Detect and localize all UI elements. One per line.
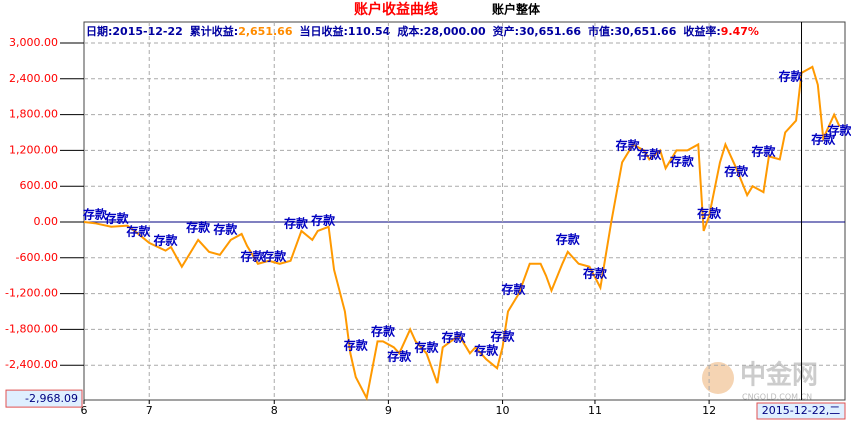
annotation: 存款 bbox=[343, 338, 369, 353]
info-label: 成本: bbox=[397, 24, 423, 38]
annotation: 存款 bbox=[104, 211, 130, 226]
annotation: 存款 bbox=[490, 328, 516, 343]
info-value: 30,651.66 bbox=[614, 25, 676, 38]
annotation: 存款 bbox=[778, 69, 804, 84]
annotation: 存款 bbox=[82, 207, 108, 222]
annotation: 存款 bbox=[723, 164, 749, 179]
info-label: 市值: bbox=[588, 24, 614, 38]
cursor-x-label: 2015-12-22,二 bbox=[762, 404, 840, 417]
annotation: 存款 bbox=[582, 266, 608, 281]
annotation: 存款 bbox=[441, 330, 467, 345]
watermark-name: 中金网 bbox=[740, 360, 818, 391]
y-tick-label: 0.00 bbox=[34, 215, 59, 228]
info-label: 当日收益: bbox=[299, 24, 347, 38]
annotation: 存款 bbox=[636, 147, 662, 162]
chart-title: 账户收益曲线 bbox=[354, 1, 438, 18]
annotation: 存款 bbox=[827, 123, 851, 138]
annotation: 存款 bbox=[810, 132, 836, 147]
annotation: 存款 bbox=[615, 137, 641, 152]
info-value: 2015-12-22 bbox=[112, 25, 182, 38]
annotation: 存款 bbox=[212, 222, 238, 237]
y-tick-label: -600.00 bbox=[16, 251, 58, 264]
x-tick-label: 9 bbox=[385, 404, 392, 417]
chart-subtitle: 账户整体 bbox=[492, 2, 541, 17]
annotation: 存款 bbox=[750, 144, 776, 159]
annotation: 存款 bbox=[185, 219, 211, 234]
info-label: 收益率: bbox=[683, 24, 720, 38]
info-label: 资产: bbox=[493, 24, 519, 38]
x-tick-label: 10 bbox=[496, 404, 510, 417]
annotation: 存款 bbox=[125, 224, 151, 239]
watermark-url: CNGOLD.COM.CN bbox=[742, 393, 812, 402]
info-value: 9.47% bbox=[721, 25, 759, 38]
annotation: 存款 bbox=[239, 249, 265, 264]
x-tick-label: 7 bbox=[146, 404, 153, 417]
annotation: 存款 bbox=[370, 324, 396, 339]
annotation: 存款 bbox=[500, 282, 526, 297]
info-label: 累计收益: bbox=[190, 24, 238, 38]
y-tick-label: -1,800.00 bbox=[5, 322, 58, 335]
cursor-y-box bbox=[5, 389, 83, 408]
x-tick-label: 6 bbox=[81, 404, 88, 417]
annotation: 存款 bbox=[310, 212, 336, 227]
x-tick-label: 12 bbox=[702, 404, 716, 417]
info-value: 28,000.00 bbox=[424, 25, 486, 38]
annotation: 存款 bbox=[669, 153, 695, 168]
info-value: 30,651.66 bbox=[519, 25, 581, 38]
annotation: 存款 bbox=[555, 232, 581, 247]
annotation: 存款 bbox=[386, 349, 412, 364]
annotation: 存款 bbox=[153, 232, 179, 247]
info-label: 日期: bbox=[86, 24, 112, 38]
cursor-y-label: -2,968.09 bbox=[25, 392, 78, 405]
annotation: 存款 bbox=[696, 206, 722, 221]
line-series bbox=[83, 65, 841, 402]
plot-frame bbox=[83, 21, 846, 401]
annotation: 存款 bbox=[283, 216, 309, 231]
y-tick-label: -2,400.00 bbox=[5, 358, 58, 371]
annotation: 存款 bbox=[413, 340, 439, 355]
y-tick-label: 3,000.00 bbox=[9, 36, 58, 49]
y-tick-label: 2,400.00 bbox=[9, 72, 58, 85]
x-tick-label: 8 bbox=[271, 404, 278, 417]
annotation: 存款 bbox=[473, 343, 499, 358]
info-value: 2,651.66 bbox=[238, 25, 293, 38]
y-tick-label: 600.00 bbox=[20, 179, 59, 192]
info-value: 110.54 bbox=[348, 25, 391, 38]
y-tick-label: 1,200.00 bbox=[9, 143, 58, 156]
x-tick-label: 11 bbox=[588, 404, 602, 417]
cursor-x-box bbox=[756, 402, 846, 420]
annotation: 存款 bbox=[261, 249, 287, 264]
y-tick-label: -1,200.00 bbox=[5, 287, 58, 300]
watermark-logo bbox=[702, 362, 734, 394]
y-tick-label: 1,800.00 bbox=[9, 108, 58, 121]
